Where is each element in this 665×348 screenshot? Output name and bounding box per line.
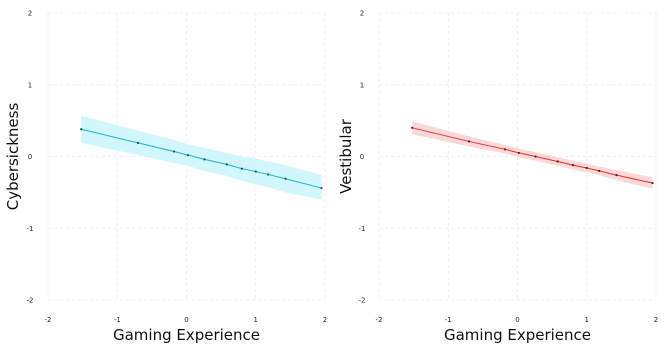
y-tick-label: 0 xyxy=(28,153,32,161)
data-point xyxy=(411,126,414,129)
data-point xyxy=(186,153,189,157)
data-point xyxy=(651,181,654,185)
data-point xyxy=(571,164,575,167)
data-point xyxy=(320,186,323,190)
data-point xyxy=(598,169,601,172)
y-tick-label: -1 xyxy=(359,225,366,233)
x-tick-label: -2 xyxy=(45,316,52,324)
y-tick-label: -1 xyxy=(27,225,34,233)
x-tick-label: -1 xyxy=(114,316,121,324)
x-tick-label: -2 xyxy=(376,316,383,324)
data-point xyxy=(284,177,287,180)
x-tick-label: 0 xyxy=(515,316,519,324)
x-tick-label: 2 xyxy=(323,316,327,324)
data-point xyxy=(517,151,520,155)
y-tick-label: 0 xyxy=(360,153,364,161)
y-tick-label: 2 xyxy=(28,10,32,18)
x-tick-label: 1 xyxy=(254,316,258,324)
data-point xyxy=(267,173,270,176)
x-tick-label: 1 xyxy=(585,316,589,324)
confidence-band xyxy=(81,115,322,200)
data-point xyxy=(556,160,559,163)
y-tick-label: 1 xyxy=(28,81,32,89)
data-point xyxy=(136,141,140,144)
confidence-band xyxy=(412,121,653,189)
y-axis-label: Vestibular xyxy=(337,118,355,194)
data-point xyxy=(80,128,83,131)
y-tick-label: -2 xyxy=(359,297,366,305)
chart-panel-1: -2 -1 0 1 2 2 1 0 -1 -2 Gaming Experience Cybersick… xyxy=(4,10,327,345)
data-point xyxy=(585,166,588,170)
data-point xyxy=(615,174,618,177)
x-axis-label: Gaming Experience xyxy=(113,326,260,344)
data-point xyxy=(503,148,507,151)
data-point xyxy=(203,158,206,161)
y-axis-label: Cybersickness xyxy=(4,103,22,211)
x-tick-label: -1 xyxy=(445,316,452,324)
y-tick-label: 2 xyxy=(360,10,364,18)
data-point xyxy=(534,155,537,158)
x-tick-label: 0 xyxy=(184,316,188,324)
data-point xyxy=(240,167,243,170)
data-point xyxy=(225,163,228,166)
y-tick-label: 1 xyxy=(360,81,364,89)
chart-panel-2: -2 -1 0 1 2 2 1 0 -1 -2 Gaming Experience Vestibula… xyxy=(337,10,658,345)
y-tick-label: -2 xyxy=(27,297,34,305)
x-tick-label: 2 xyxy=(654,316,658,324)
data-point xyxy=(172,150,176,153)
x-axis-label: Gaming Experience xyxy=(444,326,591,344)
data-point xyxy=(254,170,257,173)
data-point xyxy=(467,140,471,143)
